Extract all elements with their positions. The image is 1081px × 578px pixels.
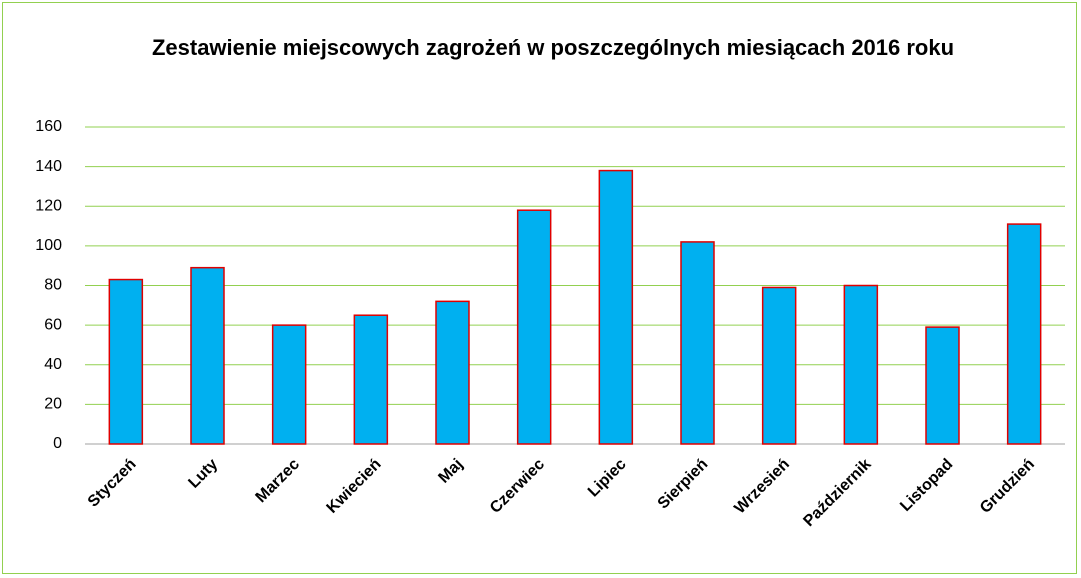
x-tick-label: Październik	[800, 456, 874, 530]
x-tick-label: Wrzesień	[731, 456, 792, 517]
y-tick-label: 60	[44, 316, 62, 333]
bar	[190, 266, 225, 445]
x-tick-label: Grudzień	[977, 456, 1038, 517]
bar	[108, 278, 144, 445]
y-tick-label: 40	[44, 356, 62, 373]
y-tick-label: 120	[35, 197, 62, 214]
y-tick-label: 80	[44, 277, 62, 294]
x-tick-label: Czerwiec	[487, 456, 548, 517]
x-tick-label: Kwiecień	[324, 456, 385, 517]
y-tick-label: 100	[35, 237, 62, 254]
x-tick-label: Luty	[185, 456, 221, 492]
bar	[761, 286, 797, 445]
x-tick-label: Maj	[435, 456, 466, 487]
x-tick-label: Styczeń	[85, 456, 140, 511]
x-tick-label: Listopad	[897, 456, 956, 515]
y-tick-label: 0	[53, 435, 62, 452]
bar	[435, 300, 470, 445]
bar	[516, 209, 552, 445]
bar	[680, 241, 715, 445]
bar	[271, 324, 307, 445]
bar	[925, 326, 960, 445]
y-tick-label: 160	[35, 118, 62, 135]
bar	[353, 314, 389, 445]
x-tick-label: Sierpień	[655, 456, 712, 513]
bar	[1006, 223, 1042, 445]
x-tick-label: Lipiec	[585, 456, 630, 501]
bar	[843, 284, 879, 445]
x-tick-label: Marzec	[253, 456, 303, 506]
y-tick-label: 20	[44, 396, 62, 413]
y-tick-label: 140	[35, 158, 62, 175]
chart-title: Zestawienie miejscowych zagrożeń w poszc…	[151, 35, 955, 60]
bar	[598, 169, 634, 445]
